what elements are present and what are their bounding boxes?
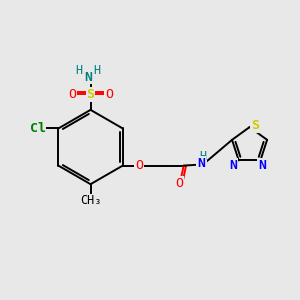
Text: N: N xyxy=(84,71,92,84)
Text: H: H xyxy=(94,64,101,77)
Text: N: N xyxy=(258,159,266,172)
Text: O: O xyxy=(135,159,143,172)
Text: O: O xyxy=(175,177,183,190)
Text: O: O xyxy=(105,88,113,101)
Text: N: N xyxy=(230,159,237,172)
Text: H: H xyxy=(199,150,206,163)
Text: Cl: Cl xyxy=(30,122,46,135)
Text: N: N xyxy=(197,157,205,170)
Text: CH₃: CH₃ xyxy=(80,194,101,207)
Text: S: S xyxy=(251,119,259,132)
Text: O: O xyxy=(68,88,76,101)
Text: S: S xyxy=(87,88,94,101)
Text: H: H xyxy=(76,64,83,77)
